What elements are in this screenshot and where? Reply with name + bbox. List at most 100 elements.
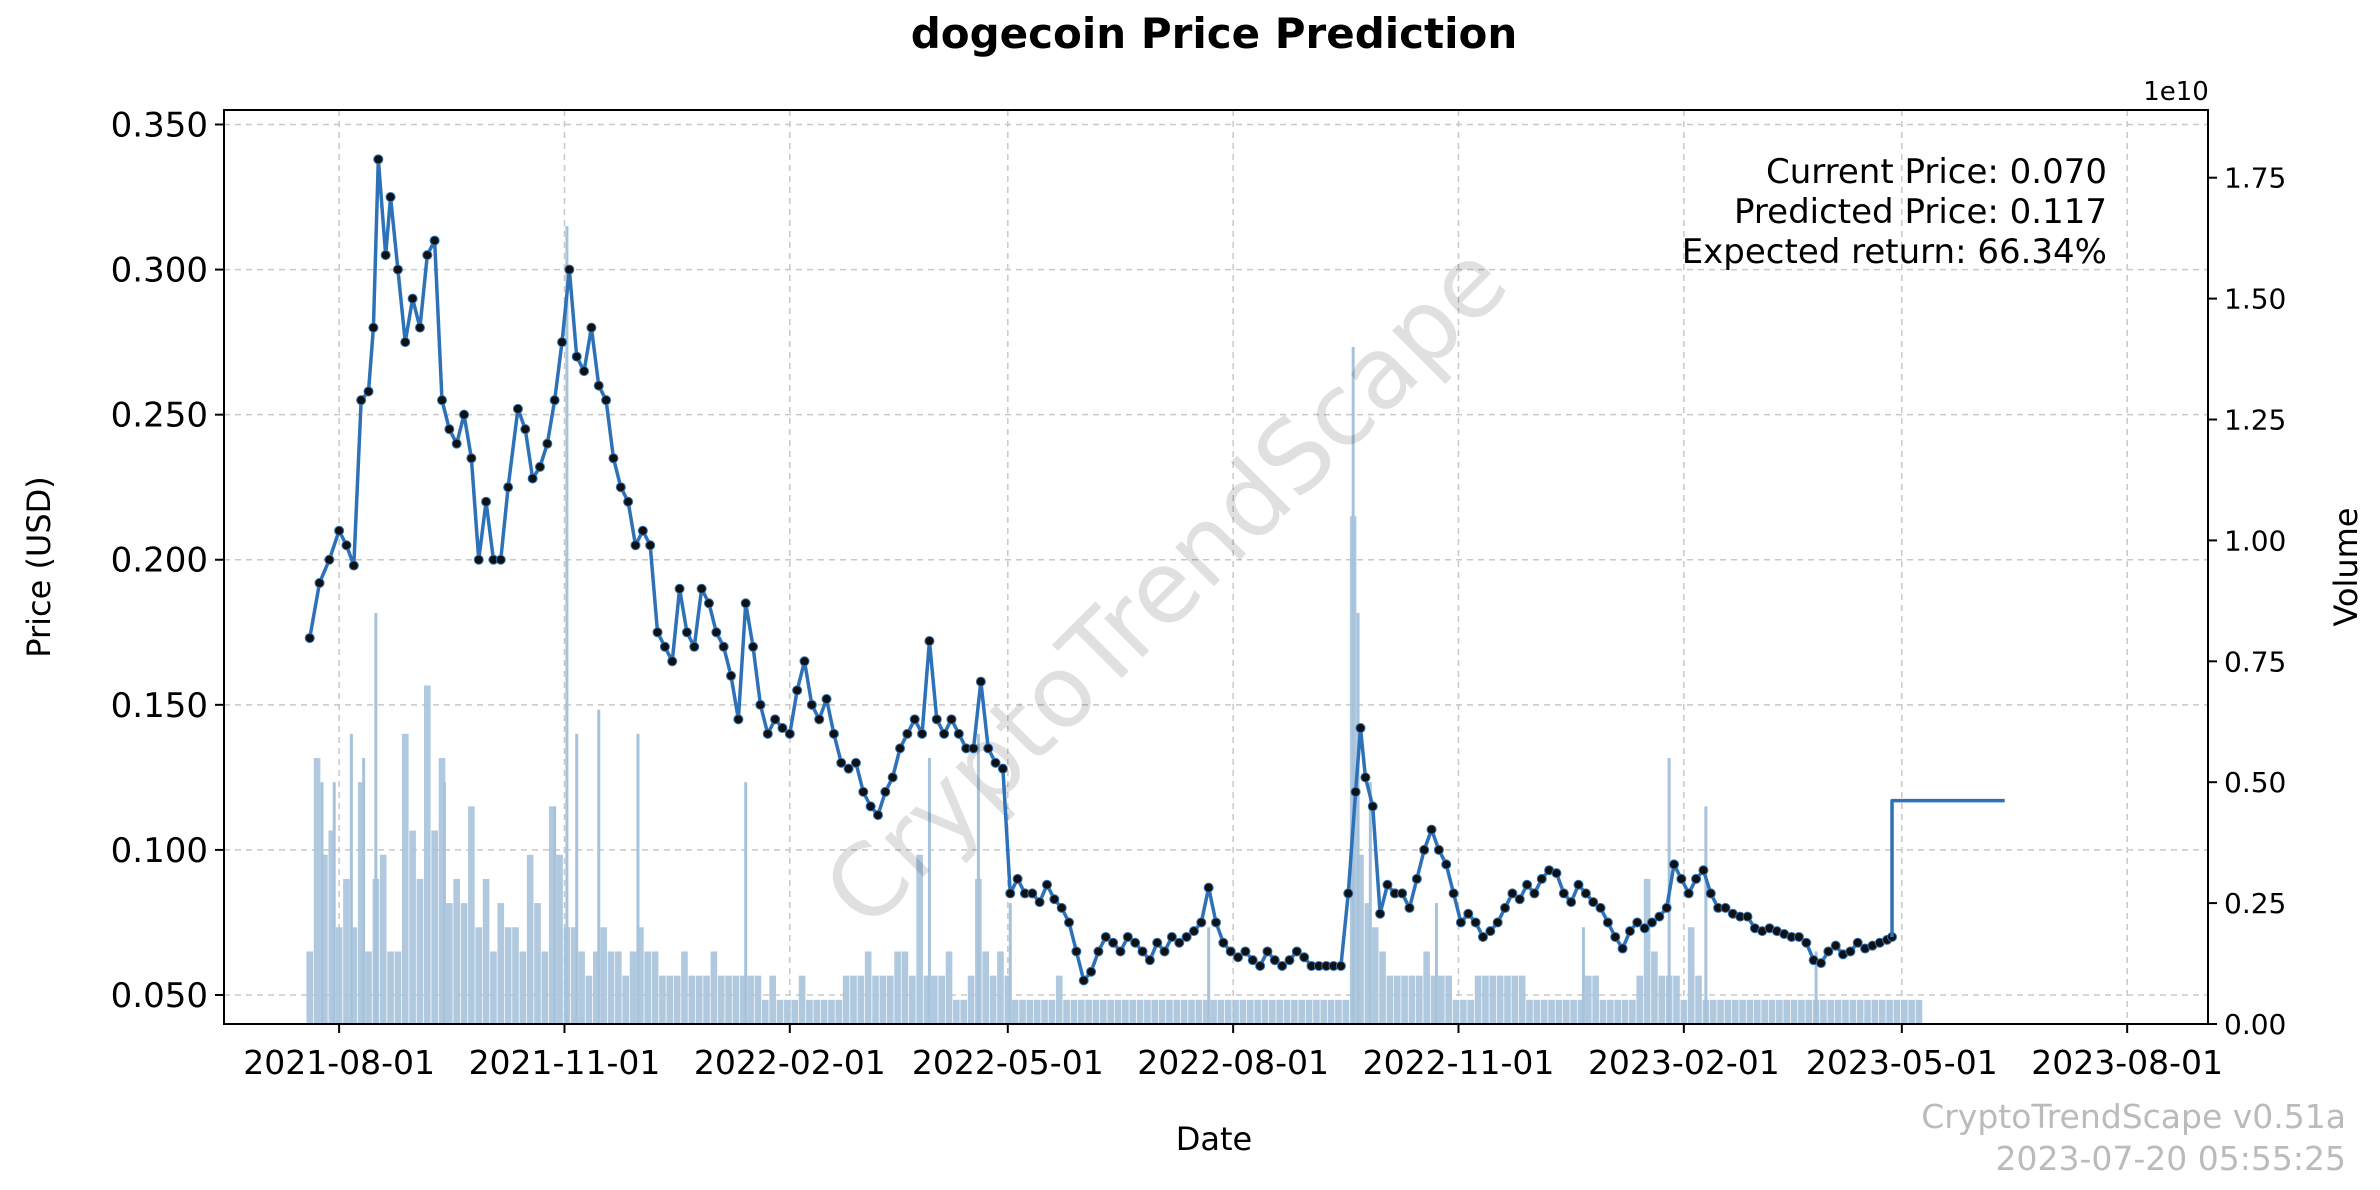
price-point xyxy=(733,714,744,725)
volume-bar xyxy=(938,975,945,1024)
price-point xyxy=(953,728,964,739)
volume-bar xyxy=(394,951,402,1024)
volume-bar xyxy=(982,951,990,1024)
volume-bar xyxy=(886,975,894,1024)
price-point xyxy=(1049,894,1060,905)
volume-bar xyxy=(1783,999,1791,1024)
volume-bar xyxy=(927,758,931,1024)
volume-bar xyxy=(1011,999,1019,1024)
price-point xyxy=(1218,937,1229,948)
price-point xyxy=(1404,902,1415,913)
price-point xyxy=(623,496,634,507)
volume-bar xyxy=(350,927,358,1024)
price-point xyxy=(356,395,367,406)
volume-bar xyxy=(1423,951,1430,1024)
volume-bar xyxy=(744,782,748,1024)
x-axis-title: Date xyxy=(1176,1120,1252,1158)
volume-bar xyxy=(1489,975,1497,1024)
volume-bar xyxy=(894,951,901,1024)
price-point xyxy=(1093,946,1104,957)
volume-bar xyxy=(1276,999,1283,1024)
price-point xyxy=(1426,824,1437,835)
volume-bar xyxy=(1357,854,1364,1024)
volume-bar xyxy=(313,758,321,1024)
price-point xyxy=(1225,946,1236,957)
volume-bar xyxy=(1908,999,1915,1024)
volume-bar xyxy=(1269,999,1276,1024)
watermark: CryptoTrendScape xyxy=(802,222,1530,950)
price-point xyxy=(1012,873,1023,884)
price-point xyxy=(1247,955,1258,966)
price-point xyxy=(1485,926,1496,937)
volume-bar xyxy=(401,733,409,1024)
volume-bar xyxy=(1496,975,1504,1024)
volume-bar xyxy=(1393,975,1401,1024)
volume-bar xyxy=(1004,975,1012,1024)
price-point xyxy=(512,403,523,414)
price-point xyxy=(1441,859,1452,870)
price-point xyxy=(304,633,315,644)
volume-bar xyxy=(460,903,468,1024)
volume-bar xyxy=(497,903,505,1024)
volume-bar xyxy=(1085,999,1092,1024)
x-tick-label: 2022-08-01 xyxy=(1137,1043,1329,1082)
volume-bar xyxy=(1070,999,1078,1024)
y-tick-label: 0.250 xyxy=(111,396,208,436)
volume-bar xyxy=(644,951,652,1024)
volume-bar xyxy=(798,975,806,1024)
volume-bar xyxy=(1643,878,1651,1024)
y2-tick-label: 1.00 xyxy=(2224,524,2286,557)
volume-bar xyxy=(1386,975,1394,1024)
price-point xyxy=(414,322,425,333)
price-point xyxy=(637,525,648,536)
price-point xyxy=(740,598,751,609)
volume-bar xyxy=(1136,999,1144,1024)
price-point xyxy=(1793,931,1804,942)
price-point xyxy=(726,670,737,681)
price-point xyxy=(534,461,545,472)
price-point xyxy=(990,757,1001,768)
price-point xyxy=(571,351,582,362)
volume-bar xyxy=(374,612,378,1024)
price-series xyxy=(304,154,2005,986)
price-point xyxy=(703,598,714,609)
volume-bar xyxy=(1364,903,1372,1024)
price-point xyxy=(1830,940,1841,951)
price-point xyxy=(601,395,612,406)
price-point xyxy=(1277,960,1288,971)
volume-bar xyxy=(1834,999,1842,1024)
volume-bar xyxy=(575,733,579,1024)
price-point xyxy=(1705,888,1716,899)
price-point xyxy=(503,482,514,493)
price-point xyxy=(762,728,773,739)
x-tick-label: 2023-08-01 xyxy=(2031,1043,2223,1082)
price-point xyxy=(968,743,979,754)
volume-bar xyxy=(1577,999,1585,1024)
volume-bar xyxy=(442,782,446,1024)
volume-bar xyxy=(1305,999,1313,1024)
price-point xyxy=(689,641,700,652)
volume-bar xyxy=(1562,999,1570,1024)
volume-bar xyxy=(784,999,791,1024)
volume-bar xyxy=(512,927,519,1024)
volume-bar xyxy=(1709,999,1717,1024)
volume-bar xyxy=(1761,999,1768,1024)
price-point xyxy=(858,786,869,797)
volume-bar xyxy=(1313,999,1320,1024)
price-point xyxy=(1078,975,1089,986)
volume-bar xyxy=(1739,999,1746,1024)
volume-bar xyxy=(1849,999,1857,1024)
volume-bar xyxy=(820,999,828,1024)
footer-timestamp: 2023-07-20 05:55:25 xyxy=(1996,1139,2346,1178)
volume-bar xyxy=(916,854,923,1024)
price-point xyxy=(615,482,626,493)
price-point xyxy=(1100,931,1111,942)
price-point xyxy=(451,438,462,449)
y-axis-title: Price (USD) xyxy=(20,476,58,658)
price-point xyxy=(1027,888,1038,899)
price-point xyxy=(667,656,678,667)
volume-bar xyxy=(1077,999,1085,1024)
price-point xyxy=(770,714,781,725)
volume-bar xyxy=(600,927,607,1024)
volume-bar xyxy=(1467,999,1475,1024)
